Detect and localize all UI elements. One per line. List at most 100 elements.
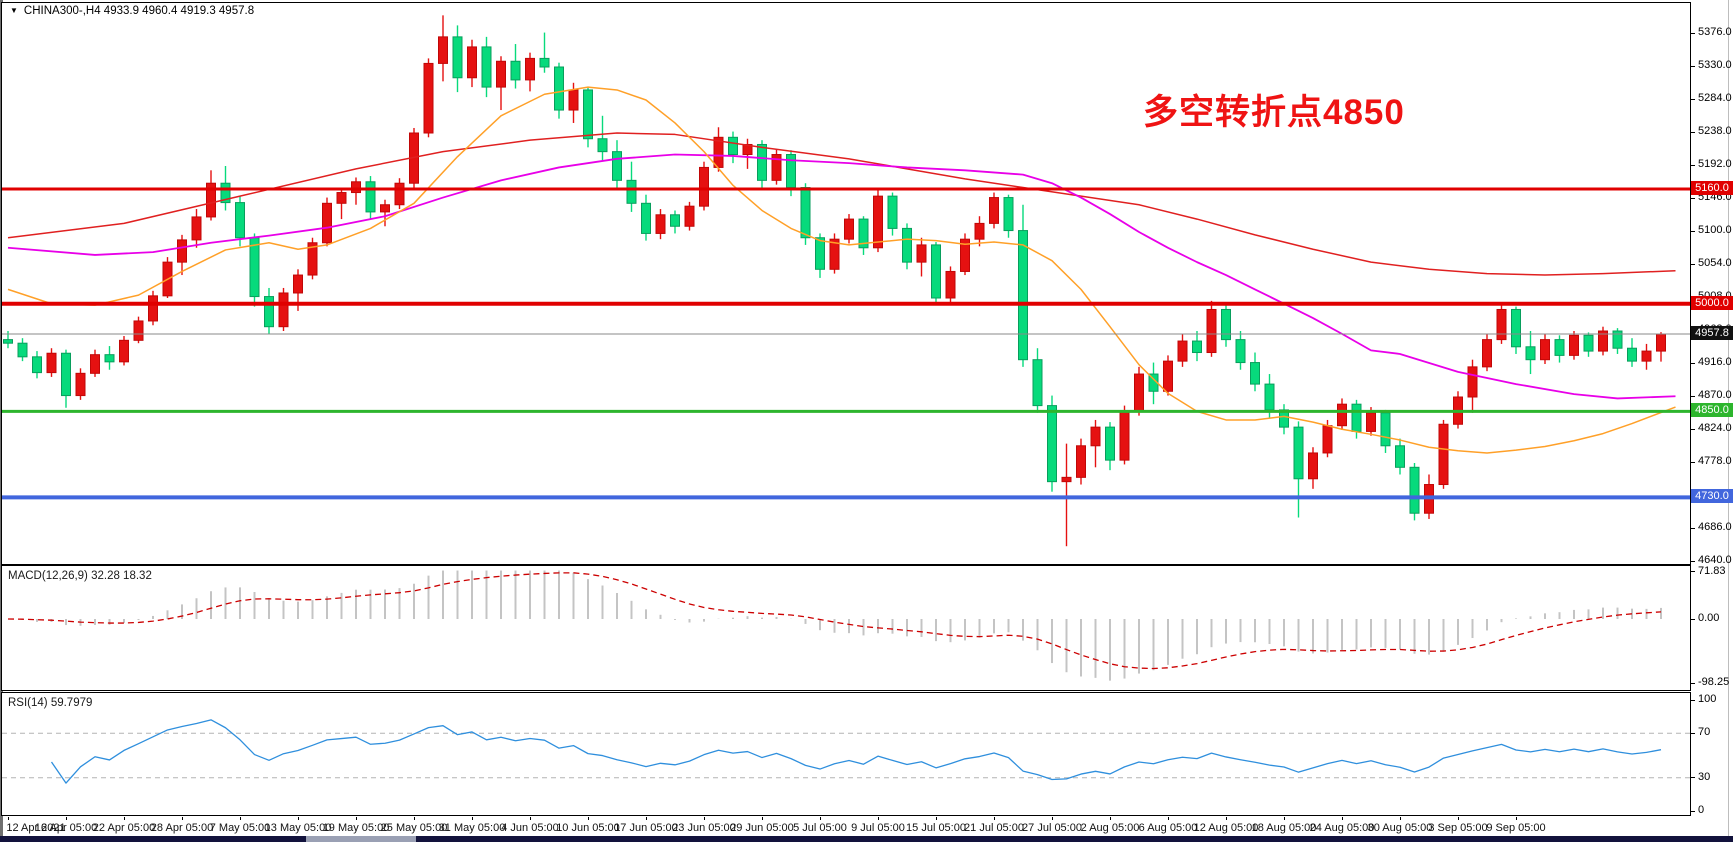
price-tick	[1691, 263, 1695, 265]
candle-body-down	[61, 352, 71, 397]
candle-body-up	[568, 89, 579, 111]
date-label: 19 May 05:00	[322, 822, 390, 834]
symbol-ohlc-readout: ▼ CHINA300-,H4 4933.9 4960.4 4919.3 4957.…	[10, 5, 254, 17]
date-tick	[994, 817, 995, 820]
date-tick	[124, 817, 125, 820]
date-label: 5 Jul 05:00	[793, 822, 847, 834]
macd-canvas[interactable]	[2, 566, 1690, 690]
date-label: 16 Apr 05:00	[34, 822, 98, 834]
date-label: 31 May 05:00	[438, 822, 506, 834]
price-chart-panel[interactable]	[1, 2, 1691, 565]
time-axis[interactable]: 12 Apr 2021 16 Apr 05:00 22 Apr 05:00 28 Ap…	[0, 817, 1733, 836]
price-tick-label: 4824.0	[1698, 422, 1732, 434]
price-tick	[1691, 428, 1695, 430]
candle-body-up	[1119, 410, 1130, 461]
rsi-panel[interactable]	[1, 692, 1691, 816]
candle-body-up	[496, 60, 506, 88]
price-tick	[1691, 461, 1695, 463]
candle-body-down	[452, 36, 463, 79]
candle-body-up	[278, 292, 289, 328]
macd-tick-label: 0.00	[1698, 612, 1720, 624]
candle-body-down	[554, 66, 564, 111]
candle-body-down	[235, 202, 245, 239]
price-tick-label: 5192.0	[1698, 158, 1732, 170]
candle-body-up	[525, 57, 535, 81]
candle-body-down	[1003, 197, 1014, 232]
date-label: 2 Aug 05:00	[1080, 822, 1140, 834]
ma-orange	[7, 86, 1676, 454]
candle-body-down	[1395, 445, 1405, 468]
candle-body-up	[771, 154, 782, 181]
price-tick	[1691, 527, 1695, 529]
candle-body-down	[1583, 334, 1594, 352]
date-tick	[646, 817, 647, 820]
macd-tick-label: -98.25	[1698, 676, 1730, 689]
date-label: 27 Jul 05:00	[1022, 822, 1082, 834]
macd-tick	[1691, 571, 1695, 573]
collapse-chevron-icon[interactable]: ▼	[10, 6, 18, 15]
price-badge-4957.8: 4957.8	[1691, 326, 1733, 340]
price-badge-5000.0: 5000.0	[1691, 295, 1733, 310]
date-tick	[298, 817, 299, 820]
candle-body-up	[1322, 425, 1333, 454]
bottom-status-strip	[0, 836, 1733, 842]
candle-body-up	[191, 216, 202, 241]
rsi-tick-label: 30	[1698, 770, 1711, 783]
candle-body-up	[699, 166, 709, 207]
candle-body-down	[1612, 330, 1623, 349]
rsi-tick-label: 100	[1698, 693, 1717, 705]
date-tick	[414, 817, 415, 820]
candle-body-up	[394, 182, 405, 206]
candle-body-up	[1134, 373, 1144, 412]
price-axis[interactable]: 5376.0 5330.0 5284.0 5238.0 5192.0 5146.0 5100…	[1691, 0, 1733, 836]
candle-body-up	[655, 214, 666, 234]
price-badge-5160.0: 5160.0	[1691, 180, 1733, 195]
candle-body-up	[423, 62, 434, 134]
rsi-canvas[interactable]	[2, 693, 1690, 815]
date-tick	[1226, 817, 1227, 820]
candle-body-up	[1467, 366, 1478, 398]
rsi-tick	[1691, 699, 1695, 701]
price-tick-label: 4778.0	[1698, 455, 1732, 467]
candle-body-down	[728, 136, 738, 156]
candle-body-down	[1105, 426, 1115, 461]
candle-body-down	[1192, 340, 1202, 354]
price-tick-label: 5238.0	[1698, 125, 1732, 137]
candle-body-up	[1090, 426, 1101, 447]
candle-body-up	[133, 320, 144, 341]
date-tick	[1110, 817, 1111, 820]
candle-body-down	[3, 339, 13, 344]
candle-body-down	[815, 237, 825, 270]
price-chart-canvas[interactable]	[2, 3, 1690, 564]
date-tick	[936, 817, 937, 820]
date-tick	[8, 817, 9, 820]
candle-body-up	[684, 205, 695, 227]
macd-tick	[1691, 618, 1695, 620]
date-label: 7 May 05:00	[209, 822, 271, 834]
date-label: 12 Aug 05:00	[1193, 822, 1259, 834]
price-tick-label: 4640.0	[1698, 554, 1732, 566]
date-tick	[762, 817, 763, 820]
price-tick-label: 4870.0	[1698, 389, 1732, 401]
candle-body-down	[1018, 230, 1028, 361]
macd-panel[interactable]	[1, 565, 1691, 691]
candle-body-down	[858, 218, 869, 249]
candle-body-up	[1569, 334, 1579, 356]
date-label: 10 Jun 05:00	[556, 822, 620, 834]
candle-body-up	[438, 36, 448, 64]
price-tick	[1691, 197, 1695, 199]
candle-body-down	[249, 237, 260, 298]
price-tick-label: 4916.0	[1698, 356, 1732, 368]
date-label: 12 Apr 2021	[6, 822, 66, 834]
date-label: 15 Jul 05:00	[906, 822, 966, 834]
candle-body-up	[873, 195, 883, 249]
candle-body-down	[1627, 347, 1637, 362]
date-label: 18 Aug 05:00	[1251, 822, 1317, 834]
candle-body-up	[916, 244, 927, 263]
candle-body-up	[1366, 412, 1376, 432]
date-tick	[1168, 817, 1169, 820]
candle-body-down	[800, 187, 811, 239]
rsi-indicator-label: RSI(14) 59.7979	[8, 697, 93, 709]
rsi-tick	[1691, 777, 1695, 779]
